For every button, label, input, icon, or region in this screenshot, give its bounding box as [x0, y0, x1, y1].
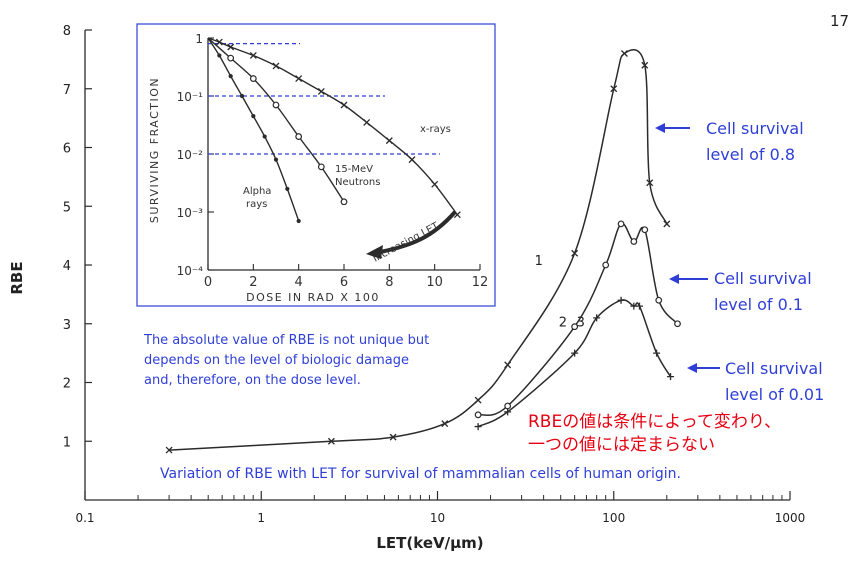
- label-level-0-1-line2: level of 0.1: [714, 295, 803, 314]
- inset-data-point: [251, 76, 257, 82]
- label-level-0-01-line1: Cell survival: [725, 359, 823, 378]
- label-level-0-01-line2: level of 0.01: [725, 385, 824, 404]
- inset-y-tick-label: 1: [195, 32, 203, 46]
- data-point: [442, 421, 448, 427]
- x-tick-label: 1: [257, 511, 265, 525]
- y-tick-label: 7: [63, 83, 71, 98]
- survival-labels: Cell survival level of 0.8 Cell survival…: [655, 119, 824, 404]
- inset-data-point: [297, 219, 301, 223]
- inset-x-tick-label: 12: [472, 275, 489, 290]
- note-line-3: and, therefore, on the dose level.: [144, 373, 361, 388]
- inset-label-xrays: x-rays: [420, 124, 451, 135]
- series-3: [475, 297, 674, 430]
- inset-data-point: [217, 53, 221, 57]
- inset-data-point: [319, 164, 325, 170]
- data-point: [475, 423, 482, 430]
- data-point: [475, 397, 481, 403]
- curve-label: 3: [577, 316, 585, 331]
- y-tick-label: 8: [63, 24, 71, 39]
- data-point: [621, 51, 627, 57]
- y-tick-label: 1: [63, 435, 71, 450]
- inset-data-point: [228, 55, 234, 61]
- inset-x-tick-label: 0: [204, 275, 212, 290]
- data-point: [631, 239, 637, 245]
- label-level-0-8-line1: Cell survival: [706, 119, 804, 138]
- data-point: [505, 362, 511, 368]
- inset-data-point: [263, 134, 267, 138]
- x-tick-label: 100: [602, 511, 625, 525]
- inset-x-tick-label: 10: [426, 275, 443, 290]
- inset-data-point: [296, 134, 302, 140]
- inset-x-axis-label: DOSE IN RAD X 100: [246, 291, 380, 304]
- inset-x-tick-label: 8: [385, 275, 393, 290]
- jp-note-line-2: 一つの値には定まらない: [528, 435, 715, 455]
- inset-y-tick-label: 10⁻³: [177, 206, 204, 220]
- jp-note: RBEの値は条件によって変わり、 一つの値には定まらない: [528, 412, 781, 455]
- data-point: [505, 403, 511, 409]
- inset-y-tick-label: 10⁻⁴: [177, 264, 204, 278]
- data-point: [656, 297, 662, 303]
- data-point: [475, 412, 481, 418]
- inset-data-point: [273, 102, 279, 108]
- inset-data-point: [240, 94, 244, 98]
- inset-y-tick-label: 10⁻¹: [177, 90, 204, 104]
- inset-data-point: [285, 187, 289, 191]
- data-point: [618, 297, 625, 304]
- data-point: [664, 221, 670, 227]
- inset-y-axis-label: SURVIVING FRACTION: [148, 77, 161, 223]
- y-tick-label: 2: [63, 377, 71, 392]
- x-tick-label: 0.1: [75, 511, 94, 525]
- data-point: [653, 350, 660, 357]
- inset-label-neutrons-1: 15-MeV: [335, 164, 373, 175]
- inset-x-tick-label: 6: [340, 275, 348, 290]
- jp-note-line-1: RBEの値は条件によって変わり、: [528, 412, 781, 432]
- inset-label-alpha-2: rays: [246, 199, 267, 210]
- data-point: [642, 227, 648, 233]
- inset-x-tick-label: 4: [295, 275, 303, 290]
- y-tick-label: 3: [63, 318, 71, 333]
- inset-data-point: [251, 114, 255, 118]
- page-number: 17: [830, 12, 849, 30]
- x-tick-label: 1000: [775, 511, 806, 525]
- x-axis-label: LET(keV/μm): [376, 534, 483, 552]
- inset-x-tick-label: 2: [249, 275, 257, 290]
- y-tick-label: 4: [63, 259, 71, 274]
- curve-label: 1: [535, 254, 543, 269]
- y-tick-label: 5: [63, 200, 71, 215]
- y-tick-label: 6: [63, 142, 71, 157]
- inset-data-point: [274, 158, 278, 162]
- note-line-2: depends on the level of biologic damage: [144, 353, 409, 368]
- note-line-1: The absolute value of RBE is not unique …: [143, 333, 429, 348]
- survival-inset-chart: 0 2 4 6 8 10 12 1 10⁻¹ 10⁻² 10⁻³ 10⁻⁴ DOSE IN RAD X…: [137, 24, 495, 306]
- data-point: [618, 221, 624, 227]
- data-point: [675, 321, 681, 327]
- inset-y-tick-label: 10⁻²: [177, 148, 204, 162]
- label-level-0-1-line1: Cell survival: [714, 269, 812, 288]
- label-level-0-8-line2: level of 0.8: [706, 145, 795, 164]
- curve-label: 2: [559, 316, 567, 331]
- inset-label-neutrons-2: Neutrons: [335, 177, 380, 188]
- inset-data-point: [341, 199, 347, 205]
- y-axis-label: RBE: [8, 261, 26, 294]
- rbe-note: The absolute value of RBE is not unique …: [143, 333, 429, 388]
- chart-caption: Variation of RBE with LET for survival o…: [160, 466, 681, 482]
- inset-label-alpha-1: Alpha: [243, 186, 271, 197]
- x-tick-label: 10: [430, 511, 445, 525]
- inset-data-point: [229, 74, 233, 78]
- data-point: [603, 262, 609, 268]
